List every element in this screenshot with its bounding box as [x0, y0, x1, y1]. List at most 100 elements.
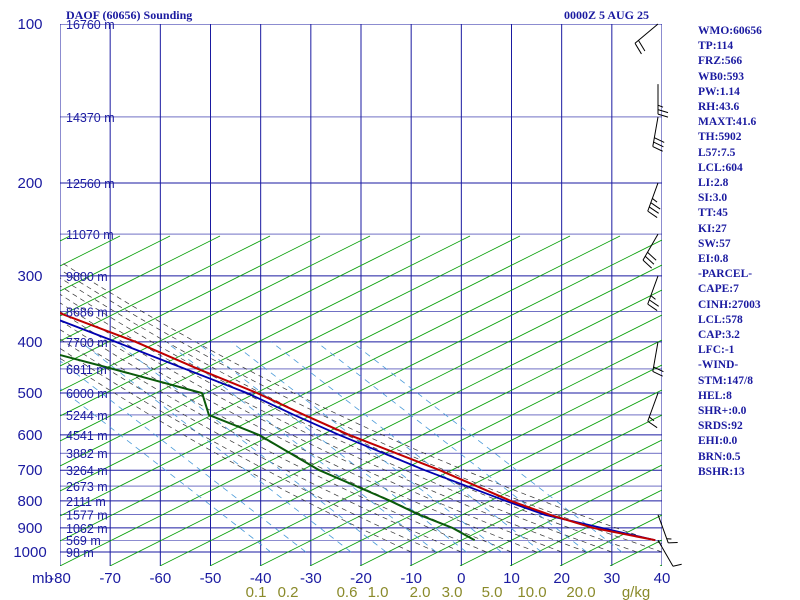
moist-adiabat	[60, 261, 662, 545]
dry-adiabat	[509, 489, 662, 566]
dry-adiabat	[60, 235, 621, 517]
index-item: WMO:60656	[698, 25, 762, 37]
mixing-ratio-label: 0.1	[246, 584, 267, 600]
wind-barb-flag	[652, 198, 658, 203]
pressure-tick-label: 200	[17, 175, 42, 192]
moist-adiabat	[60, 302, 562, 553]
sounding-time: 0000Z 5 AUG 25	[564, 8, 650, 22]
mixing-ratio-line	[351, 341, 623, 553]
index-item: EI:0.8	[698, 253, 729, 266]
wind-barb	[657, 84, 669, 118]
index-item: LCL:578	[698, 313, 743, 326]
wind-barb-flag	[648, 299, 659, 307]
wind-barb-flag	[647, 251, 657, 261]
temperature-tick-label: -40	[250, 570, 272, 587]
mixing-ratio-label: 20.0	[566, 584, 595, 600]
pressure-tick-label: 400	[17, 334, 42, 351]
pressure-tick-label: 600	[17, 427, 42, 444]
moist-adiabat	[60, 311, 537, 553]
height-label: 14370 m	[66, 111, 115, 125]
height-label: 6000 m	[66, 387, 108, 401]
temperature-tick-label: 0	[457, 570, 465, 587]
dry-adiabat	[60, 235, 321, 367]
temperature-tick-label: -70	[99, 570, 121, 587]
height-label: 3882 m	[66, 447, 108, 461]
index-item: WB0:593	[698, 70, 744, 83]
wind-barb	[657, 514, 678, 544]
wind-barb	[657, 539, 682, 567]
wind-barb-flag	[657, 109, 669, 114]
index-item: SRDS:92	[698, 420, 743, 433]
index-item: CINH:27003	[698, 298, 761, 311]
wind-barb-flag	[648, 206, 659, 214]
wind-barb-flag	[672, 563, 682, 567]
wind-barb-flag	[634, 43, 642, 55]
height-label: 5244 m	[66, 409, 108, 423]
temperature-tick-label: -60	[149, 570, 171, 587]
temperature-tick-label: -20	[350, 570, 372, 587]
index-item: KI:27	[698, 222, 727, 235]
wind-barb-flag	[647, 210, 658, 218]
wind-barb-staff	[634, 23, 659, 44]
index-item: RH:43.6	[698, 101, 740, 114]
moist-adiabat	[60, 357, 412, 553]
wind-barb	[652, 341, 664, 377]
height-label: 3264 m	[66, 464, 108, 478]
temperature-tick-label: 10	[503, 570, 520, 587]
pressure-tick-label: 800	[17, 493, 42, 510]
wind-barb-flag	[650, 295, 656, 300]
moist-adiabat	[60, 269, 662, 553]
mixing-ratio-label: 1.0	[368, 584, 389, 600]
index-item: EHI:0.0	[698, 435, 738, 448]
wind-barb	[647, 182, 661, 218]
mixing-ratio-label: 3.0	[442, 584, 463, 600]
mixing-ratio-line	[60, 360, 307, 553]
wind-barb-staff	[652, 341, 659, 372]
height-label: 8686 m	[66, 305, 108, 319]
wind-barb-staff	[647, 182, 659, 212]
index-item: LFC:-1	[698, 344, 735, 357]
index-item: SI:3.0	[698, 192, 728, 205]
dry-adiabat	[559, 514, 662, 566]
dry-adiabat	[459, 464, 662, 566]
moist-adiabat	[60, 277, 638, 553]
wind-barb-flag	[644, 255, 655, 265]
mixing-ratio-label: 10.0	[517, 584, 546, 600]
dry-adiabat	[60, 235, 521, 467]
wind-barb-flag	[653, 366, 664, 373]
dry-adiabat	[60, 235, 221, 317]
temperature-tick-label: -50	[200, 570, 222, 587]
temperature-tick-label: -80	[49, 570, 71, 587]
wind-barb	[647, 275, 659, 311]
pressure-tick-label: 300	[17, 268, 42, 285]
index-item: TT:45	[698, 207, 728, 220]
pressure-tick-label: 900	[17, 520, 42, 537]
chart-grid	[60, 24, 800, 566]
chart-profiles	[60, 312, 656, 542]
dry-adiabat	[309, 389, 662, 566]
mixing-ratio-line	[230, 341, 502, 553]
dry-adiabat	[109, 289, 662, 566]
wind-barb-staff	[647, 275, 659, 305]
temperature-tick-label: 40	[654, 570, 671, 587]
moist-adiabat	[60, 293, 587, 553]
pressure-unit-label: mb	[32, 570, 53, 587]
moist-adiabat	[60, 338, 462, 553]
wind-barb-staff	[642, 233, 659, 261]
temperature-tick-label: -10	[400, 570, 422, 587]
height-label: 6811 m	[66, 363, 107, 377]
index-item: SW:57	[698, 237, 731, 250]
wind-barb-staff	[652, 116, 659, 147]
index-item: L57:7.5	[698, 146, 736, 159]
mixing-ratio-line	[165, 341, 437, 553]
height-label: 1062 m	[66, 522, 108, 536]
dry-adiabat	[159, 314, 662, 566]
stability-indices: WMO:60656 TP:114 FRZ:566 WB0:593 PW:1.14 RH:4…	[698, 24, 762, 480]
wind-barb-flag	[648, 416, 655, 422]
mixing-ratio-line	[271, 341, 542, 553]
wind-barb-flag	[652, 370, 663, 377]
dry-adiabat	[760, 236, 800, 566]
index-item: PW:1.14	[698, 85, 740, 98]
mixing-ratio-line	[195, 341, 467, 553]
wind-barbs	[634, 23, 682, 567]
